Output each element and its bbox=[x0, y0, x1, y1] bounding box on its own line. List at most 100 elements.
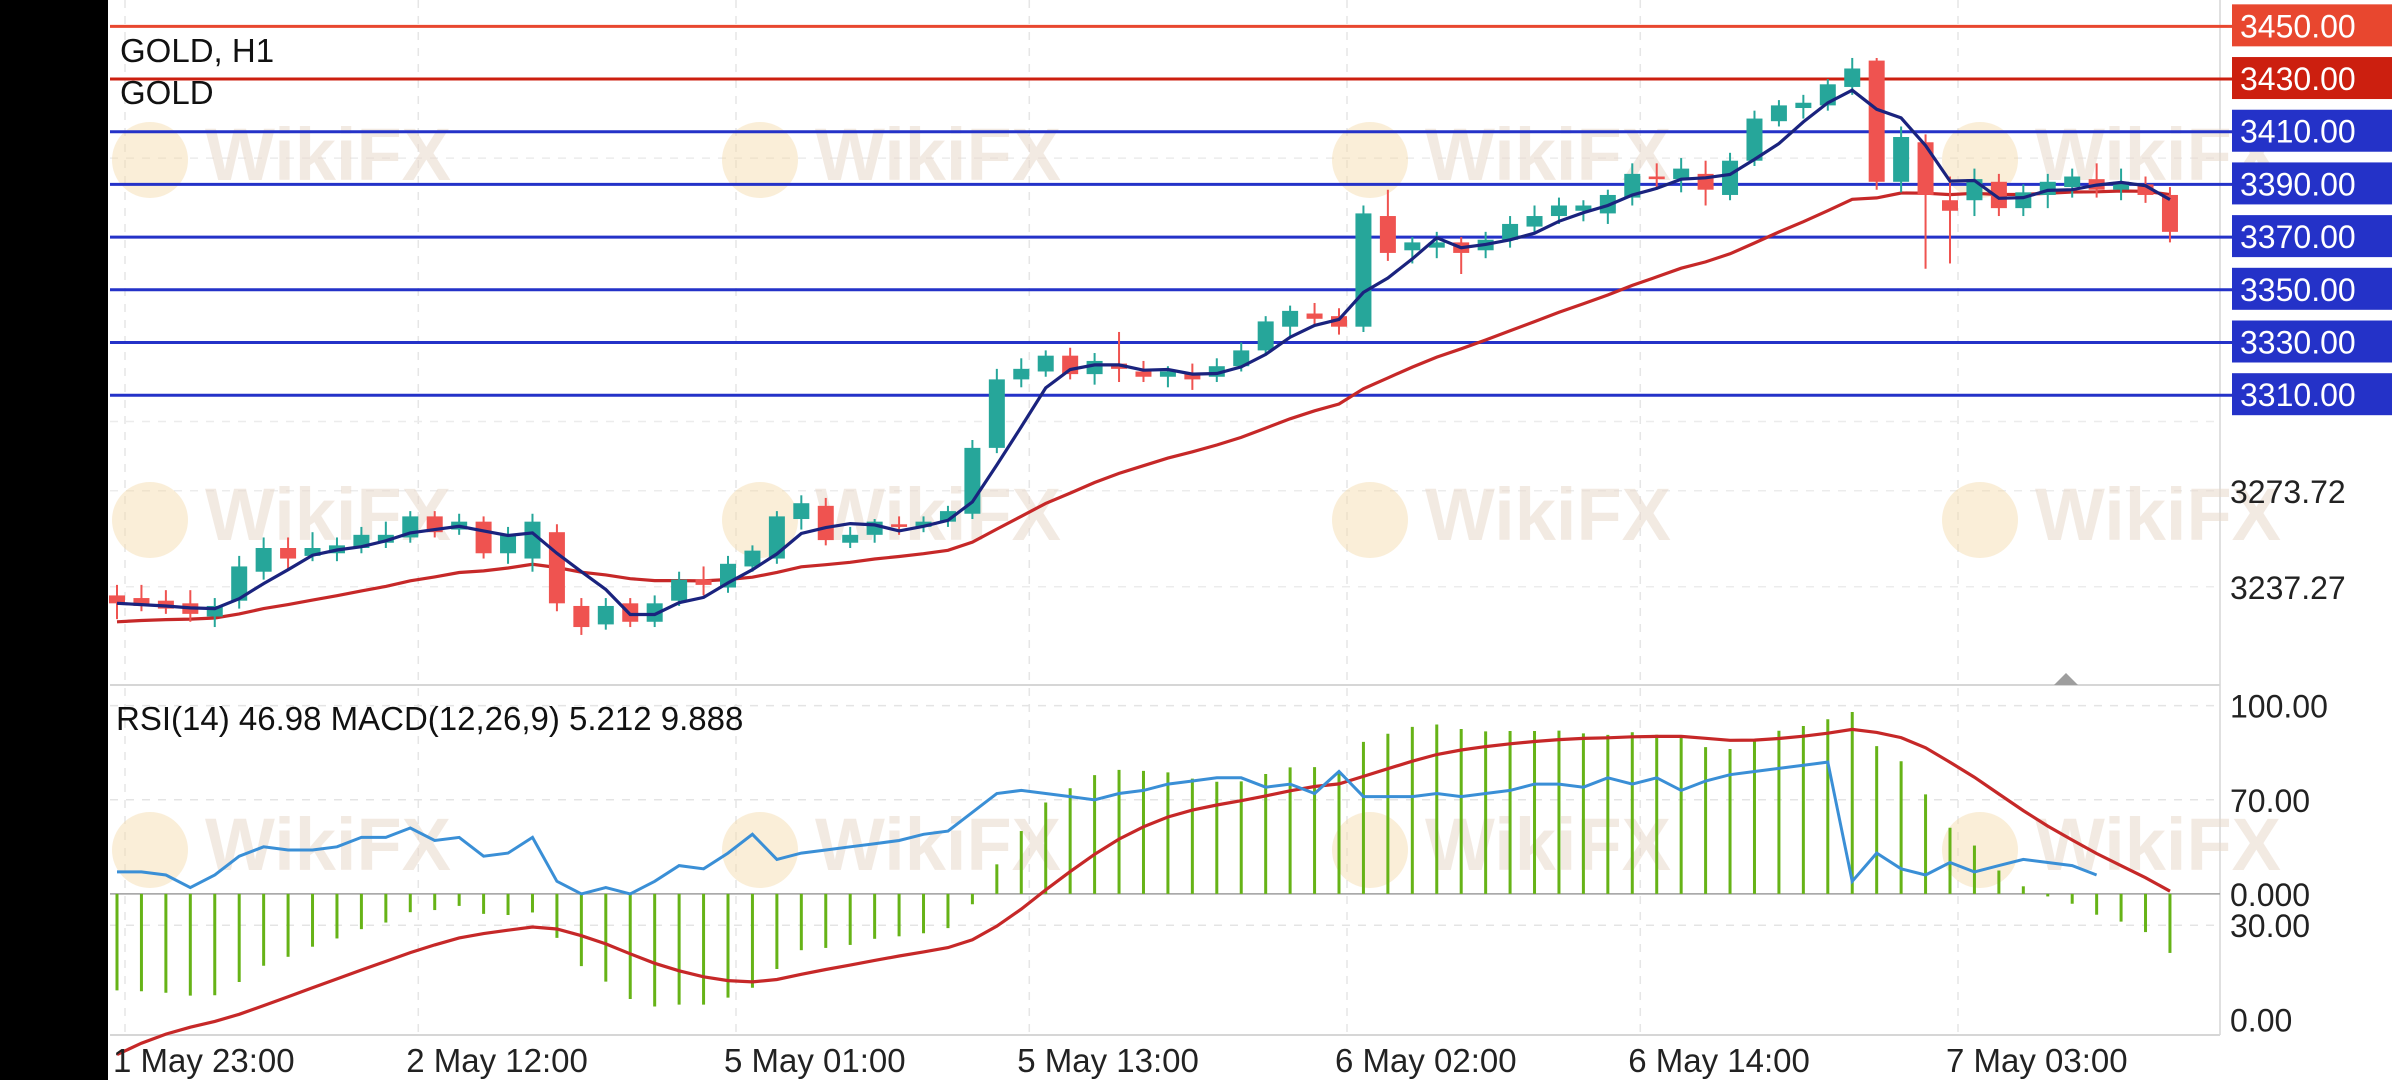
time-axis-label: 7 May 03:00 bbox=[1946, 1042, 2128, 1079]
candle bbox=[793, 503, 810, 520]
level-badge bbox=[2232, 215, 2392, 258]
level-label: 3310.00 bbox=[2240, 377, 2356, 413]
level-label: 3350.00 bbox=[2240, 272, 2356, 308]
candle bbox=[2137, 184, 2154, 195]
candle bbox=[1159, 371, 1176, 377]
candle bbox=[500, 534, 517, 554]
watermark-text: WikiFX bbox=[815, 803, 1061, 886]
level-badge bbox=[2232, 162, 2392, 205]
candle bbox=[939, 511, 956, 522]
watermark-text: WikiFX bbox=[1425, 473, 1671, 556]
rsi-line bbox=[117, 760, 2098, 896]
device-left-bezel bbox=[0, 0, 108, 1080]
time-axis-label: 6 May 14:00 bbox=[1628, 1042, 1810, 1079]
candle bbox=[1648, 176, 1665, 180]
candle bbox=[597, 605, 614, 625]
candle bbox=[1942, 200, 1958, 211]
candle bbox=[1575, 205, 1592, 211]
watermark-logo bbox=[722, 812, 798, 888]
candle bbox=[1550, 205, 1567, 217]
indicator-axis-label: 100.00 bbox=[2230, 689, 2328, 725]
candle bbox=[1379, 216, 1396, 253]
level-badge bbox=[2232, 320, 2392, 363]
watermark-text: WikiFX bbox=[205, 113, 451, 196]
candle bbox=[817, 505, 834, 541]
time-axis-label: 6 May 02:00 bbox=[1335, 1042, 1517, 1079]
candle bbox=[524, 521, 541, 559]
time-axis-label: 5 May 01:00 bbox=[724, 1042, 906, 1079]
watermark-text: WikiFX bbox=[815, 113, 1061, 196]
candle bbox=[1404, 242, 1421, 251]
candle bbox=[206, 605, 223, 617]
candle bbox=[280, 548, 297, 559]
candle bbox=[1844, 68, 1861, 87]
watermark-logo bbox=[722, 122, 798, 198]
watermark-logo bbox=[1942, 482, 2018, 558]
watermark-logo bbox=[112, 482, 188, 558]
watermark-logo bbox=[1332, 122, 1408, 198]
level-label: 3410.00 bbox=[2240, 114, 2356, 150]
level-label: 3450.00 bbox=[2240, 8, 2356, 44]
time-axis-label: 1 May 23:00 bbox=[113, 1042, 295, 1079]
candle bbox=[2064, 176, 2081, 188]
level-label: 3390.00 bbox=[2240, 166, 2356, 202]
candle bbox=[1013, 368, 1030, 380]
candle bbox=[1208, 366, 1225, 377]
candle bbox=[1868, 60, 1885, 182]
candle bbox=[1526, 216, 1543, 227]
candle bbox=[304, 548, 321, 556]
candle bbox=[1893, 137, 1910, 182]
level-badge bbox=[2232, 267, 2392, 310]
candle bbox=[1428, 242, 1445, 248]
level-badge bbox=[2232, 57, 2392, 100]
candle bbox=[377, 534, 394, 543]
candle bbox=[1746, 118, 1763, 161]
candle bbox=[1722, 160, 1739, 195]
candle bbox=[1990, 181, 2007, 209]
level-label: 3430.00 bbox=[2240, 61, 2356, 97]
moving-average-slow bbox=[116, 189, 2171, 624]
candle bbox=[475, 521, 492, 554]
candle bbox=[1184, 374, 1201, 380]
candle bbox=[548, 532, 565, 604]
watermark-text: WikiFX bbox=[205, 473, 451, 556]
watermark-text: WikiFX bbox=[205, 803, 451, 886]
level-label: 3370.00 bbox=[2240, 219, 2356, 255]
chart-header-symbol: GOLD bbox=[120, 74, 214, 111]
indicator-axis-label: 30.00 bbox=[2230, 908, 2310, 944]
candle bbox=[573, 605, 590, 628]
candle bbox=[1355, 213, 1372, 327]
candle bbox=[891, 524, 908, 527]
indicator-axis-label: 70.00 bbox=[2230, 783, 2310, 819]
candle bbox=[1795, 102, 1812, 109]
time-axis-label: 2 May 12:00 bbox=[406, 1042, 588, 1079]
candle bbox=[2161, 194, 2178, 232]
level-badge bbox=[2232, 4, 2392, 47]
level-label: 3330.00 bbox=[2240, 325, 2356, 361]
candle bbox=[1917, 142, 1934, 195]
indicator-axis-label: 0.00 bbox=[2230, 1002, 2292, 1038]
candle bbox=[1624, 173, 1641, 198]
candle bbox=[671, 579, 688, 601]
watermark-logo bbox=[1942, 812, 2018, 888]
candle bbox=[1257, 321, 1274, 351]
candle bbox=[695, 579, 712, 585]
chart-header-symbol-timeframe: GOLD, H1 bbox=[120, 32, 275, 69]
candle bbox=[1502, 223, 1519, 240]
candle bbox=[231, 566, 248, 601]
moving-average-fast bbox=[116, 88, 2171, 617]
candle bbox=[1770, 105, 1787, 122]
candle bbox=[1331, 316, 1347, 327]
candle bbox=[109, 595, 125, 604]
watermark-logo bbox=[1332, 482, 1408, 558]
candle bbox=[1037, 355, 1054, 372]
candle bbox=[988, 379, 1005, 448]
level-badge bbox=[2232, 373, 2392, 416]
time-axis-label: 5 May 13:00 bbox=[1017, 1042, 1199, 1079]
candle bbox=[915, 521, 932, 527]
candle bbox=[1306, 313, 1323, 319]
price-tick-label: 3237.27 bbox=[2230, 570, 2346, 606]
candle bbox=[1673, 168, 1690, 180]
candle bbox=[1233, 350, 1250, 367]
